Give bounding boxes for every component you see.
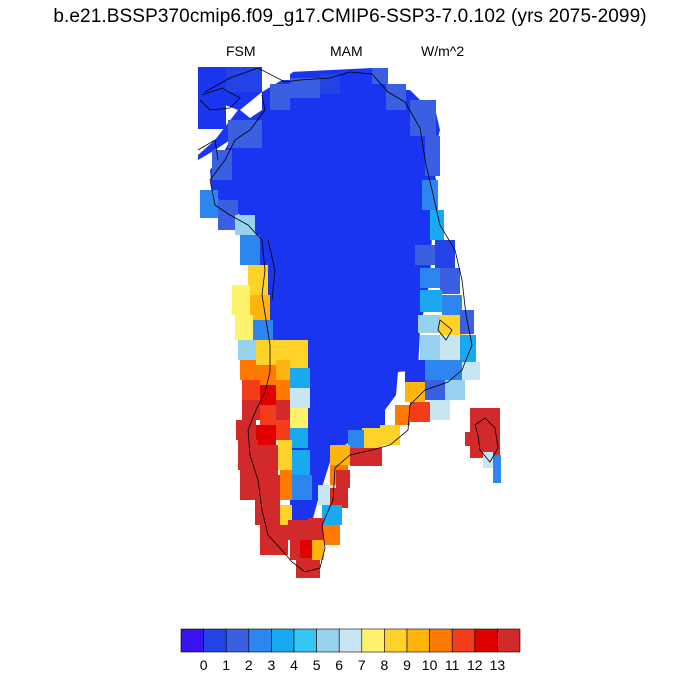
colorbar-tick-label: 4 <box>290 657 298 673</box>
colorbar-tick-label: 7 <box>358 657 366 673</box>
colorbar-swatch <box>248 628 272 653</box>
colorbar-swatch <box>406 628 430 653</box>
colorbar-swatch <box>474 628 498 653</box>
season-label: MAM <box>330 43 363 59</box>
colorbar-tick-label: 8 <box>381 657 389 673</box>
variable-label: FSM <box>226 43 256 59</box>
colorbar-tick-label: 3 <box>268 657 276 673</box>
colorbar-swatch <box>429 628 453 653</box>
colorbar-swatch <box>293 628 317 653</box>
plot-title: b.e21.BSSP370cmip6.f09_g17.CMIP6-SSP3-7.… <box>53 6 647 27</box>
margin-cells <box>198 67 480 578</box>
colorbar-swatch <box>497 628 521 653</box>
colorbar-tick-label: 5 <box>313 657 321 673</box>
units-label: W/m^2 <box>421 43 465 59</box>
colorbar-tick-label: 1 <box>222 657 230 673</box>
interior-field <box>198 67 440 525</box>
colorbar-swatches <box>180 628 521 653</box>
coastline <box>197 67 499 573</box>
colorbar-swatch <box>180 628 204 653</box>
colorbar-tick-label: 0 <box>200 657 208 673</box>
colorbar-swatch <box>203 628 227 653</box>
colorbar-swatch <box>361 628 385 653</box>
colorbar-swatch <box>384 628 408 653</box>
colorbar-swatch <box>225 628 250 653</box>
colorbar-swatch <box>451 628 476 653</box>
colorbar-tick-label: 9 <box>403 657 411 673</box>
colorbar-tick-label: 12 <box>467 657 483 673</box>
colorbar-tick-label: 2 <box>245 657 253 673</box>
colorbar-swatch <box>271 628 295 653</box>
colorbar-tick-label: 6 <box>335 657 343 673</box>
colorbar-tick-label: 13 <box>490 657 506 673</box>
colorbar-swatch <box>316 628 340 653</box>
colorbar-swatch <box>338 628 363 653</box>
colorbar-labels: 0 1 2 3 4 5 6 7 8 9 10 11 12 13 <box>200 657 506 673</box>
colorbar-tick-label: 10 <box>422 657 438 673</box>
colorbar-tick-label: 11 <box>445 657 460 673</box>
